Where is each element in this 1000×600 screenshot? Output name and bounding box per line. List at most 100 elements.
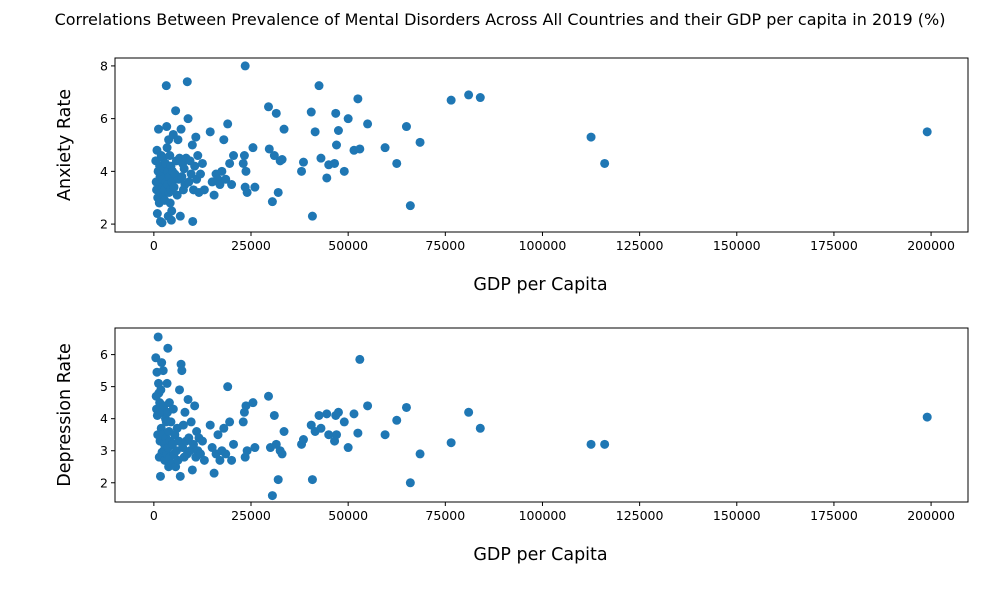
data-point [405, 201, 415, 211]
data-point [353, 428, 363, 438]
data-point [922, 412, 932, 422]
data-point [169, 182, 179, 192]
data-point [446, 95, 456, 105]
data-point [306, 107, 316, 117]
data-point [248, 143, 258, 153]
data-point [332, 430, 342, 440]
y-tick-label: 5 [100, 379, 108, 394]
x-tick-label: 125000 [616, 508, 664, 523]
data-point [217, 166, 227, 176]
data-point [238, 158, 248, 168]
x-tick-label: 200000 [907, 238, 955, 253]
y-tick-label: 4 [100, 411, 108, 426]
y-tick-label: 6 [100, 347, 108, 362]
data-point [215, 455, 225, 465]
data-point [177, 366, 187, 376]
data-point [225, 417, 235, 427]
x-tick-label: 0 [150, 238, 158, 253]
data-point [269, 151, 279, 161]
data-point [314, 410, 324, 420]
data-point [401, 122, 411, 132]
data-point [415, 449, 425, 459]
data-point [343, 443, 353, 453]
data-point [183, 394, 193, 404]
x-tick-label: 125000 [616, 238, 664, 253]
data-point [173, 135, 183, 145]
data-point [600, 439, 610, 449]
data-point [205, 420, 215, 430]
y-axis-label: Depression Rate [55, 343, 75, 487]
data-point [264, 102, 274, 112]
x-tick-label: 175000 [810, 238, 858, 253]
x-tick-label: 50000 [328, 238, 368, 253]
data-point [446, 438, 456, 448]
data-point [279, 124, 289, 134]
data-point [179, 164, 189, 174]
data-point [175, 471, 185, 481]
data-point [316, 423, 326, 433]
data-point [273, 475, 283, 485]
data-point [184, 433, 194, 443]
data-point [187, 465, 197, 475]
data-point [343, 114, 353, 124]
data-point [392, 158, 402, 168]
data-point [152, 209, 162, 219]
data-point [322, 173, 332, 183]
data-points [151, 61, 932, 228]
data-point [180, 407, 190, 417]
data-point [172, 190, 182, 200]
data-point [227, 180, 237, 190]
data-point [229, 151, 239, 161]
data-point [250, 182, 260, 192]
data-point [188, 216, 198, 226]
data-point [324, 430, 334, 440]
x-tick-label: 25000 [231, 508, 271, 523]
plot-frame [114, 327, 969, 503]
data-point [380, 430, 390, 440]
data-point [307, 475, 317, 485]
data-point [586, 132, 596, 142]
data-point [187, 140, 197, 150]
data-point [264, 391, 274, 401]
data-point [277, 155, 287, 164]
data-point [273, 187, 283, 197]
data-point [322, 409, 332, 419]
data-point [178, 420, 188, 430]
x-tick-label: 0 [150, 508, 158, 523]
data-point [155, 471, 165, 481]
data-point [922, 127, 932, 137]
data-point [586, 439, 596, 449]
data-point [333, 407, 343, 417]
data-point [191, 132, 201, 142]
data-point [171, 106, 181, 116]
data-point [475, 423, 485, 433]
data-point [199, 455, 209, 465]
data-point [161, 81, 171, 91]
data-point [267, 197, 277, 207]
data-point [242, 446, 252, 456]
data-point [331, 108, 341, 118]
data-point [195, 169, 205, 179]
data-point [184, 177, 194, 187]
data-point [223, 119, 233, 129]
data-point [153, 332, 163, 342]
data-point [242, 187, 252, 197]
data-point [183, 114, 193, 124]
x-tick-label: 175000 [810, 508, 858, 523]
data-point [165, 151, 175, 161]
x-tick-label: 100000 [519, 508, 567, 523]
x-axis-label: GDP per Capita [473, 275, 607, 295]
data-point [199, 185, 209, 195]
x-tick-label: 25000 [231, 238, 271, 253]
data-point [355, 354, 365, 364]
data-point [241, 401, 251, 411]
data-point [225, 158, 235, 168]
data-point [166, 417, 176, 427]
data-point [269, 410, 279, 420]
data-point [190, 161, 200, 171]
y-tick-label: 4 [100, 164, 108, 179]
data-point [339, 417, 349, 427]
data-point [162, 143, 172, 153]
data-point [219, 423, 229, 433]
